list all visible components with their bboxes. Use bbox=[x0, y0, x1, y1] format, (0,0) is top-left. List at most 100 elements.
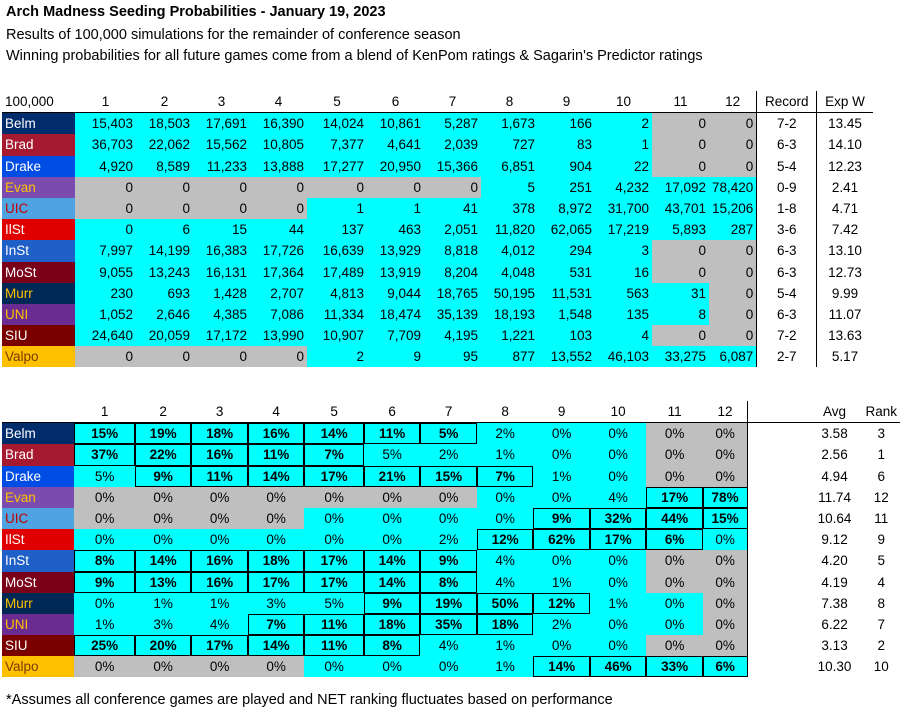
seed-percent-cell: 0% bbox=[420, 656, 477, 678]
seed-percent-cell: 0% bbox=[533, 550, 590, 572]
seed-count-cell: 16,131 bbox=[193, 261, 250, 283]
expected-wins-cell: 7.42 bbox=[816, 219, 873, 241]
seed-count-cell: 24,640 bbox=[75, 325, 136, 347]
seed-percent-cell: 14% bbox=[363, 550, 421, 572]
seed-count-cell: 14,199 bbox=[136, 240, 193, 262]
seed-percent-cell: 62% bbox=[533, 529, 590, 551]
seed-percent-cell: 16% bbox=[191, 571, 248, 593]
seed-count-cell: 135 bbox=[595, 303, 652, 326]
seed-percent-cell: 16% bbox=[247, 422, 305, 445]
seed-header: 8 bbox=[481, 91, 538, 114]
seed-count-cell: 6 bbox=[136, 219, 193, 241]
seed-count-cell: 230 bbox=[75, 282, 136, 304]
seed-percent-cell: 14% bbox=[304, 422, 364, 445]
seed-percent-cell: 35% bbox=[420, 613, 477, 636]
seed-percent-cell: 0% bbox=[702, 550, 748, 572]
seed-percent-cell: 19% bbox=[134, 422, 192, 445]
record-cell: 2-7 bbox=[756, 346, 817, 368]
average-seed-cell: 4.20 bbox=[806, 550, 863, 572]
seed-header: 11 bbox=[646, 401, 703, 424]
record-cell: 3-6 bbox=[756, 219, 817, 241]
seed-count-cell: 137 bbox=[307, 219, 367, 241]
seed-percent-cell: 5% bbox=[363, 444, 421, 466]
seed-count-cell: 62,065 bbox=[538, 219, 595, 241]
expected-wins-cell: 12.73 bbox=[816, 261, 873, 283]
rank-cell: 12 bbox=[862, 486, 900, 508]
team-row: Valpo 0% 0% 0% 0% 0% 0% 0% 1% 14% 46% 33% 6% 10.30 10 bbox=[2, 656, 900, 678]
seed-count-cell: 10,805 bbox=[250, 134, 307, 156]
expected-wins-cell: 5.17 bbox=[816, 346, 873, 368]
team-label: Valpo bbox=[2, 346, 75, 368]
seed-percent-cell: 11% bbox=[191, 465, 248, 487]
average-seed-cell: 4.19 bbox=[806, 571, 863, 593]
team-label: SIU bbox=[2, 325, 75, 347]
seed-percent-cell: 11% bbox=[247, 444, 305, 466]
rank-cell: 2 bbox=[862, 635, 900, 657]
seed-percent-cell: 0% bbox=[589, 571, 647, 593]
average-seed-cell: 11.74 bbox=[806, 486, 863, 508]
seed-count-cell: 10,907 bbox=[307, 325, 367, 347]
seed-count-cell: 2 bbox=[595, 112, 652, 135]
seed-percent-cell: 0% bbox=[646, 571, 703, 593]
seed-percent-cell: 18% bbox=[476, 613, 534, 636]
record-cell: 5-4 bbox=[756, 282, 817, 304]
seed-percent-cell: 8% bbox=[363, 635, 421, 657]
average-seed-cell: 3.13 bbox=[806, 635, 863, 657]
seed-percent-cell: 9% bbox=[134, 465, 192, 487]
team-row: UNI 1,052 2,646 4,385 7,086 11,334 18,474 35,13… bbox=[2, 303, 873, 326]
seed-count-cell: 693 bbox=[136, 282, 193, 304]
seed-header: 12 bbox=[709, 91, 757, 114]
rank-cell: 6 bbox=[862, 465, 900, 487]
seed-percent-cell: 9% bbox=[363, 592, 421, 614]
seed-count-cell: 0 bbox=[652, 261, 709, 283]
team-label: UIC bbox=[2, 507, 75, 530]
seed-count-cell: 2,039 bbox=[424, 134, 481, 156]
record-cell: 7-2 bbox=[756, 325, 817, 347]
team-row: Drake 4,920 8,589 11,233 13,888 17,277 20,950 1… bbox=[2, 155, 873, 177]
seed-count-cell: 0 bbox=[307, 176, 367, 198]
seed-count-cell: 35,139 bbox=[424, 303, 481, 326]
seed-header: 5 bbox=[307, 91, 367, 114]
seed-percent-cell: 11% bbox=[363, 422, 421, 445]
record-cell: 1-8 bbox=[756, 197, 817, 220]
seed-count-cell: 1,052 bbox=[75, 303, 136, 326]
seed-count-cell: 9,044 bbox=[367, 282, 424, 304]
seed-count-cell: 0 bbox=[709, 325, 757, 347]
seed-count-cell: 17,172 bbox=[193, 325, 250, 347]
seed-percent-cell: 0% bbox=[247, 507, 305, 530]
seed-percent-cell: 0% bbox=[702, 635, 748, 657]
seed-count-cell: 6,087 bbox=[709, 346, 757, 368]
seed-count-cell: 36,703 bbox=[75, 134, 136, 156]
seed-count-cell: 18,503 bbox=[136, 112, 193, 135]
seed-count-cell: 17,364 bbox=[250, 261, 307, 283]
seed-counts-table: 100,000 1 2 3 4 5 6 7 8 9 10 11 12 Recor… bbox=[2, 91, 873, 368]
rank-cell: 11 bbox=[862, 507, 900, 530]
seed-count-cell: 20,059 bbox=[136, 325, 193, 347]
seed-count-cell: 10,861 bbox=[367, 112, 424, 135]
team-row: Valpo 0 0 0 0 2 9 95 877 13,552 46,103 33,275 6,087 2… bbox=[2, 346, 873, 368]
seed-percent-cell: 0% bbox=[533, 444, 590, 466]
seed-percent-cell: 0% bbox=[702, 465, 748, 487]
seed-percent-cell: 6% bbox=[702, 656, 748, 678]
seed-percent-cell: 14% bbox=[247, 465, 305, 487]
seed-percent-cell: 0% bbox=[134, 529, 192, 551]
seed-percent-cell: 0% bbox=[134, 656, 192, 678]
seed-count-cell: 5,287 bbox=[424, 112, 481, 135]
seed-count-cell: 11,233 bbox=[193, 155, 250, 177]
seed-percent-cell: 17% bbox=[589, 529, 647, 551]
seed-count-cell: 2,051 bbox=[424, 219, 481, 241]
seed-count-cell: 0 bbox=[709, 134, 757, 156]
seed-count-cell: 0 bbox=[250, 346, 307, 368]
seed-count-cell: 1,221 bbox=[481, 325, 538, 347]
seed-count-cell: 17,277 bbox=[307, 155, 367, 177]
seed-count-cell: 16,390 bbox=[250, 112, 307, 135]
seed-count-cell: 11,531 bbox=[538, 282, 595, 304]
seed-header: 9 bbox=[533, 401, 590, 424]
seed-count-cell: 0 bbox=[709, 155, 757, 177]
seed-count-cell: 13,919 bbox=[367, 261, 424, 283]
seed-header: 10 bbox=[595, 91, 652, 114]
seed-percent-cell: 15% bbox=[702, 507, 748, 530]
team-row: Belm 15,403 18,503 17,691 16,390 14,024 10,861… bbox=[2, 112, 873, 135]
seed-count-cell: 251 bbox=[538, 176, 595, 198]
seed-header: 8 bbox=[476, 401, 534, 424]
